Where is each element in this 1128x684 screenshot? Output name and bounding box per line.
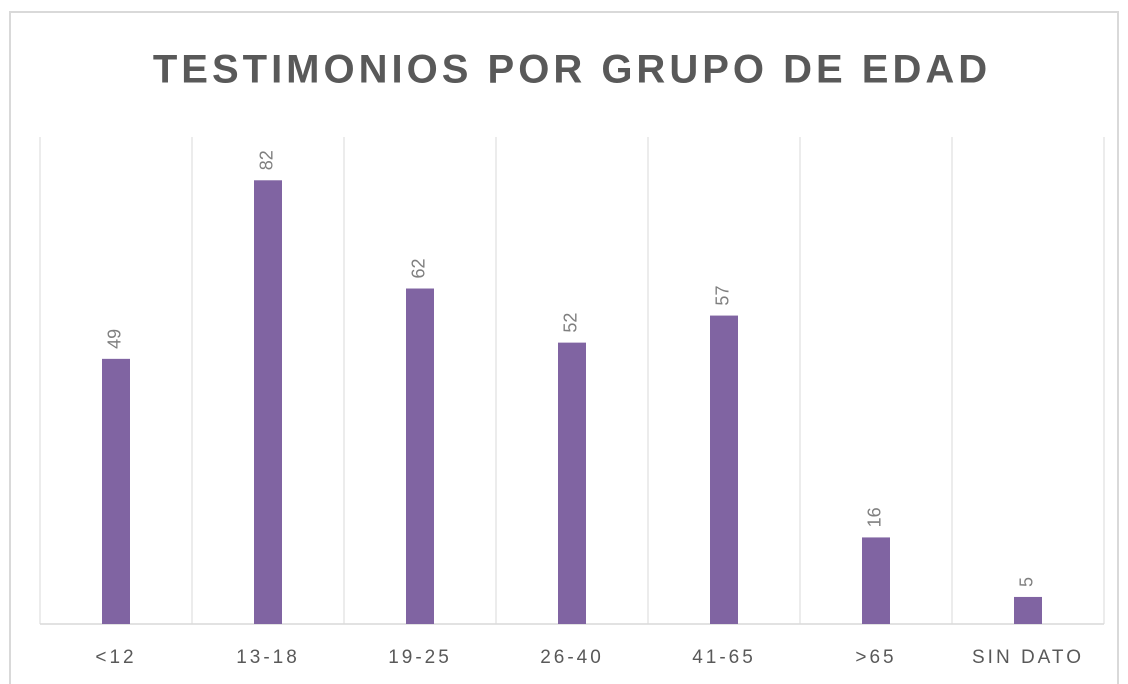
x-tick-label: <12	[95, 647, 136, 668]
x-tick-label: SIN DATO	[972, 647, 1084, 668]
data-label: 5	[1017, 577, 1037, 587]
bar	[862, 537, 890, 624]
chart-title: TESTIMONIOS POR GRUPO DE EDAD	[153, 48, 991, 92]
data-label: 49	[105, 329, 125, 349]
x-tick-label: >65	[855, 647, 896, 668]
bar	[406, 288, 434, 624]
data-label: 57	[713, 286, 733, 306]
chart-frame	[9, 11, 1119, 684]
bar	[102, 358, 130, 624]
bar	[1014, 596, 1042, 624]
bar	[254, 180, 282, 625]
x-tick-label: 41-65	[692, 647, 756, 668]
data-label: 16	[865, 507, 885, 527]
x-tick-label: 26-40	[540, 647, 604, 668]
x-tick-label: 13-18	[236, 647, 300, 668]
bar	[710, 315, 738, 624]
data-label: 82	[257, 150, 277, 170]
x-tick-label: 19-25	[388, 647, 452, 668]
data-label: 62	[409, 258, 429, 278]
data-label: 52	[561, 313, 581, 333]
bar	[558, 342, 586, 624]
